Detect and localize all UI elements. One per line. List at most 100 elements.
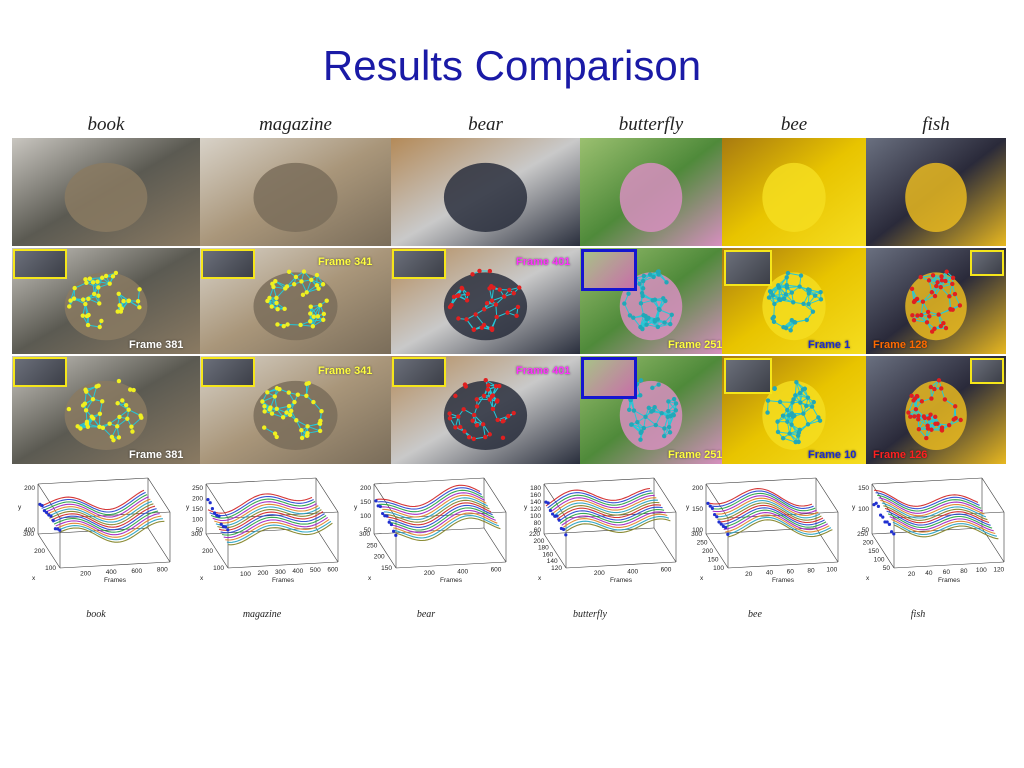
magazine-frame-original (200, 138, 391, 246)
bee-frame-original (722, 138, 866, 246)
butterfly-template-inset (581, 249, 637, 291)
magazine-frame-tracked-2: Frame 341 (200, 356, 391, 464)
y-tick-label: 80 (534, 520, 542, 527)
slide-title: Results Comparison (322, 42, 702, 89)
x-axis-label: x (866, 575, 870, 582)
y-tick-label: 100 (692, 527, 703, 534)
frames-tick-label: 100 (976, 567, 987, 574)
fish-tracking-mesh (909, 269, 963, 334)
trajectories-bear (375, 484, 501, 542)
bee-frame-tracked-2: Frame 10 (722, 356, 866, 464)
y-tick-label: 200 (692, 485, 703, 492)
y-tick-label: 140 (530, 499, 541, 506)
book-tracking-mesh (66, 378, 144, 443)
trajectories-bee (707, 488, 833, 538)
frames-tick-label: 120 (993, 566, 1004, 573)
magazine-tracking-mesh (260, 380, 324, 441)
book-frame-tracked-2: Frame 381 (12, 356, 200, 464)
trajectory-plot-fish: 150 100 50 y 50 100 150 200 250 x 20 40 60 80 100 120 Fr… (846, 470, 1006, 598)
bee-tracking-mesh (766, 270, 824, 333)
frames-tick-label: 100 (240, 571, 251, 578)
frames-axis-label: Frames (938, 577, 961, 584)
frames-tick-label: 300 (275, 569, 286, 576)
x-tick-label: 250 (697, 540, 708, 547)
tracking-results-grid: Frame 381 Frame 381 Frame 341 Frame 341 Fram… (12, 138, 1006, 464)
book-frame-tracked-1: Frame 381 (12, 248, 200, 354)
frames-tick-label: 200 (80, 571, 91, 578)
frames-tick-label: 40 (925, 570, 933, 577)
bear-frame-tracked-2: Frame 401 (391, 356, 580, 464)
plot-caption-bee: bee (748, 609, 762, 620)
bee-tracking-mesh (765, 380, 823, 445)
x-tick-label: 300 (359, 531, 370, 538)
x-axis-label: x (32, 575, 36, 582)
y-tick-label: 150 (192, 506, 203, 513)
column-header-bear: bear (468, 114, 503, 135)
x-axis-label: x (700, 575, 704, 582)
frames-tick-label: 600 (327, 566, 338, 573)
trajectory-plot-bee: 200 150 100 y 100 150 200 250 300 x 20 40 60 80 100 Fra… (680, 470, 840, 598)
y-tick-label: 200 (360, 485, 371, 492)
frames-tick-label: 20 (908, 571, 916, 578)
y-tick-label: 400 (24, 527, 35, 534)
y-tick-label: 180 (530, 485, 541, 492)
y-tick-label: 60 (534, 527, 542, 534)
frames-tick-label: 200 (257, 570, 268, 577)
fish-frame-number-label: Frame 126 (873, 449, 928, 461)
y-tick-label: 120 (530, 506, 541, 513)
bear-frame-original (391, 138, 580, 246)
trajectories-book (39, 489, 165, 543)
frames-tick-label: 500 (310, 567, 321, 574)
frames-tick-label: 600 (491, 567, 502, 574)
x-tick-label: 300 (691, 531, 702, 538)
plot-caption-book: book (86, 609, 106, 620)
trajectory-plot-magazine: 250 200 150 100 50 y 100 200 300 x 100 200 300 400 500… (180, 470, 340, 598)
x-tick-label: 300 (23, 531, 34, 538)
y-tick-label: 50 (364, 527, 372, 534)
frames-tick-label: 600 (131, 568, 142, 575)
x-tick-label: 220 (529, 531, 540, 538)
bee-frame-number-label: Frame 1 (808, 339, 851, 351)
frames-tick-label: 400 (457, 568, 468, 575)
y-tick-label: 50 (196, 527, 204, 534)
y-tick-label: 160 (530, 492, 541, 499)
column-header-butterfly: butterfly (618, 114, 684, 135)
frames-tick-label: 400 (627, 568, 638, 575)
x-tick-label: 250 (366, 542, 377, 549)
bee-frame-tracked-1: Frame 1 (722, 248, 866, 354)
plot-box-magazine (205, 477, 339, 569)
frames-tick-label: 600 (661, 567, 672, 574)
trajectories-fish (873, 489, 999, 540)
y-axis-label: y (852, 504, 856, 511)
magazine-frame-tracked-1: Frame 341 (200, 248, 391, 354)
x-tick-label: 100 (874, 557, 885, 564)
frames-tick-label: 100 (826, 566, 837, 573)
magazine-template-inset (201, 249, 255, 279)
y-axis-label: y (524, 504, 528, 511)
x-tick-label: 120 (551, 565, 562, 572)
y-tick-label: 100 (858, 506, 869, 513)
fish-frame-number-label: Frame 128 (873, 339, 928, 351)
y-axis-label: y (18, 504, 22, 511)
x-tick-label: 50 (883, 565, 891, 572)
plot-caption-magazine: magazine (242, 609, 282, 620)
bear-frame-tracked-1: Frame 401 (391, 248, 580, 354)
frames-tick-label: 800 (157, 566, 168, 573)
butterfly-frame-number-label: Frame 251 (668, 449, 722, 461)
y-tick-label: 50 (862, 527, 870, 534)
column-header-magazine: magazine (259, 114, 332, 135)
y-axis-label: y (686, 504, 690, 511)
frames-tick-label: 80 (960, 568, 968, 575)
y-tick-label: 100 (530, 513, 541, 520)
x-tick-label: 200 (534, 538, 545, 545)
trajectory-plot-bear: 200 150 100 50 y 150 200 250 300 x 200 400 600 Frames (348, 470, 508, 598)
plot-caption-butterfly: butterfly (573, 609, 607, 620)
bear-template-inset (392, 249, 446, 279)
x-axis-label: x (538, 575, 542, 582)
bee-frame-number-label: Frame 10 (808, 449, 857, 461)
y-tick-label: 100 (360, 513, 371, 520)
bear-frame-number-label: Frame 401 (516, 365, 571, 377)
y-axis-label: y (354, 504, 358, 511)
butterfly-frame-tracked-2: Frame 251 (580, 356, 722, 464)
plot-box-fish (871, 477, 1005, 569)
